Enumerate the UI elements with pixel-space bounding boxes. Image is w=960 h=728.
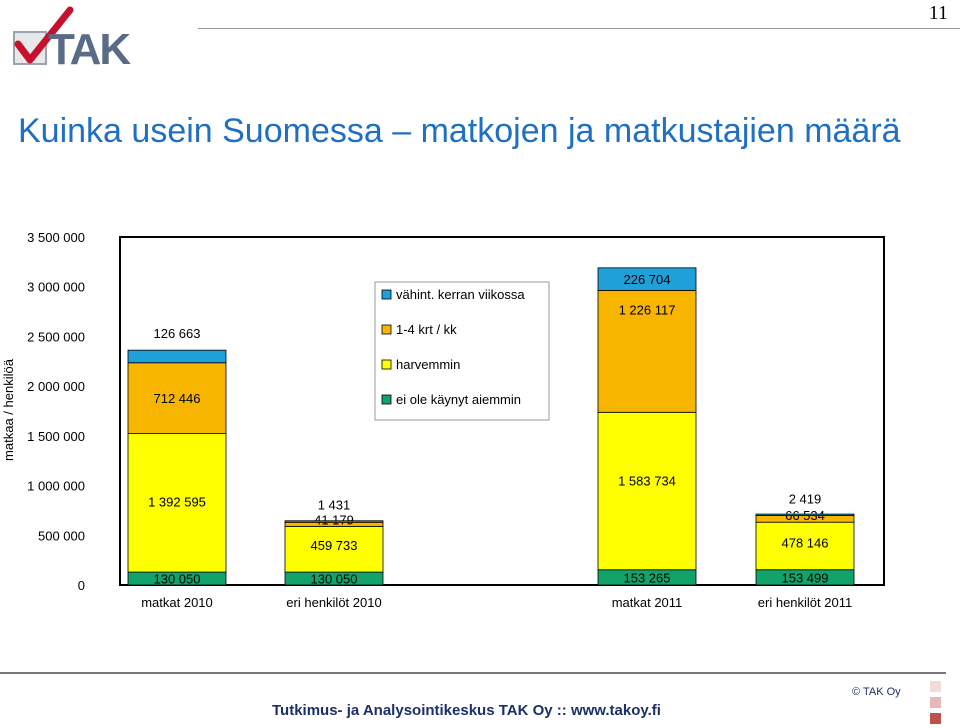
data-label: 1 431 <box>318 497 351 512</box>
data-label: 1 583 734 <box>618 473 676 488</box>
y-tick-label: 3 500 000 <box>27 230 85 245</box>
data-label: 153 499 <box>782 570 829 585</box>
svg-text:TAK: TAK <box>48 25 131 70</box>
data-label: 478 146 <box>782 536 829 551</box>
legend-swatch <box>381 289 392 300</box>
legend-swatch <box>381 394 392 405</box>
decor-square-1 <box>930 681 941 692</box>
x-tick-label: eri henkilöt 2010 <box>286 595 381 610</box>
tak-logo: TAK <box>13 6 133 70</box>
y-tick-label: 1 000 000 <box>27 479 85 494</box>
page-number: 11 <box>928 2 948 24</box>
bar-segment <box>597 267 697 291</box>
footer-divider <box>0 672 946 674</box>
data-label: 126 663 <box>154 326 201 341</box>
data-label: 41 179 <box>314 512 354 527</box>
y-tick-label: 0 <box>78 578 85 593</box>
page-title: Kuinka usein Suomessa – matkojen ja matk… <box>18 112 901 150</box>
x-tick-label: matkat 2011 <box>612 595 683 610</box>
data-label: 226 704 <box>624 272 671 287</box>
legend-label: 1-4 krt / kk <box>396 322 457 337</box>
data-label: 130 050 <box>311 572 358 587</box>
data-label: 130 050 <box>154 572 201 587</box>
legend-label: ei ole käynyt aiemmin <box>396 392 521 407</box>
bar-segment <box>127 362 227 435</box>
y-tick-label: 2 500 000 <box>27 329 85 344</box>
y-axis-label: matkaa / henkilöä <box>1 358 16 461</box>
data-label: 153 265 <box>624 570 671 585</box>
legend-swatch <box>381 359 392 370</box>
x-tick-label: eri henkilöt 2011 <box>758 595 852 610</box>
bar-segment <box>755 521 855 571</box>
header-divider <box>198 28 960 29</box>
decor-square-3 <box>930 713 941 724</box>
legend-label: harvemmin <box>396 357 460 372</box>
footer-text: Tutkimus- ja Analysointikeskus TAK Oy ::… <box>272 702 661 719</box>
y-tick-label: 2 000 000 <box>27 379 85 394</box>
data-label: 2 419 <box>789 492 822 507</box>
stacked-bar-chart: matkaa / henkilöä 0 500 000 1 000 000 1 500… <box>1 230 885 610</box>
bar-segment <box>597 289 697 413</box>
data-label: 1 392 595 <box>148 495 206 510</box>
copyright-text: © TAK Oy <box>852 686 901 698</box>
legend-swatch <box>381 324 392 335</box>
legend: vähint. kerran viikossa 1-4 krt / kk harve… <box>374 281 550 421</box>
legend-label: vähint. kerran viikossa <box>396 287 525 302</box>
y-tick-label: 3 000 000 <box>27 280 85 295</box>
bar-segment <box>755 513 855 516</box>
bar-segment <box>127 349 227 364</box>
bar-segment <box>284 525 384 573</box>
x-tick-label: matkat 2010 <box>141 595 213 610</box>
y-tick-label: 1 500 000 <box>27 429 85 444</box>
bar-segment <box>597 411 697 571</box>
data-label: 1 226 117 <box>619 302 676 317</box>
bar-segment <box>284 520 384 523</box>
data-label: 712 446 <box>154 391 201 406</box>
decor-square-2 <box>930 697 941 708</box>
data-label: 459 733 <box>311 538 358 553</box>
y-tick-label: 500 000 <box>38 528 85 543</box>
plot-area <box>119 236 885 586</box>
